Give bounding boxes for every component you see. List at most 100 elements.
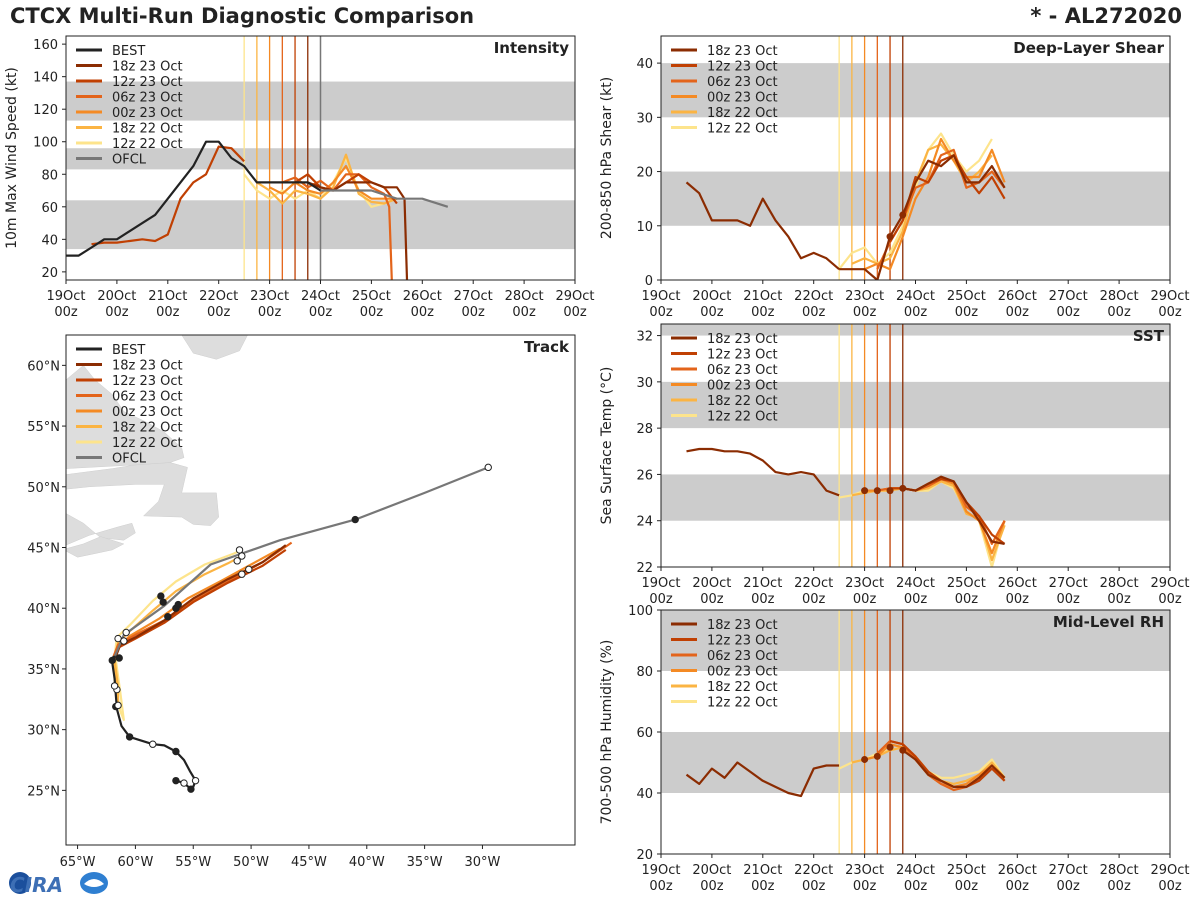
shear-xtick-sublabel: 00z [904, 305, 928, 320]
intensity-series-line [256, 153, 398, 205]
track-legend-label: OFCL [112, 452, 147, 467]
shear-series-line [839, 154, 1006, 280]
shear-legend-label: 00z 23 Oct [707, 91, 778, 106]
shear-xtick-label: 29Oct [1150, 289, 1189, 304]
track-point [159, 598, 167, 606]
sst-xtick-sublabel: 00z [802, 592, 826, 607]
intensity-ytick-label: 160 [33, 38, 58, 53]
track-point [484, 463, 492, 472]
sst-xtick-sublabel: 00z [751, 592, 775, 607]
sst-legend-label: 18z 22 Oct [707, 394, 778, 409]
sst-band [661, 381, 1170, 429]
intensity-ytick-label: 140 [33, 71, 58, 86]
track-land [66, 536, 125, 558]
rh-ytick-label: 20 [636, 848, 653, 863]
intensity-title: Intensity [494, 39, 570, 57]
track-land [181, 335, 248, 360]
sst-point [886, 487, 894, 495]
intensity-xtick-sublabel: 00z [309, 305, 333, 320]
intensity-xtick-label: 23Oct [250, 289, 289, 304]
shear-ytick-label: 20 [636, 166, 653, 181]
track-xtick-label: 45°W [291, 855, 327, 870]
intensity-legend-label: 18z 23 Oct [112, 60, 183, 75]
rh-ytick-label: 80 [636, 665, 653, 680]
track-ytick-label: 45°N [27, 542, 60, 557]
shear-xtick-sublabel: 00z [802, 305, 826, 320]
track-legend-label: 18z 23 Oct [112, 359, 183, 374]
rh-xtick-sublabel: 00z [649, 879, 673, 894]
rh-point [886, 743, 894, 751]
intensity-plot-area [66, 36, 575, 280]
sst-xtick-sublabel: 00z [1158, 592, 1182, 607]
rh-point [873, 752, 881, 760]
logo-text: CIRA [10, 873, 63, 897]
page-title: CTCX Multi-Run Diagnostic Comparison [10, 4, 475, 28]
rh-xtick-label: 19Oct [641, 863, 680, 878]
shear-xtick-sublabel: 00z [1057, 305, 1081, 320]
track-xtick-label: 30°W [465, 855, 501, 870]
track-point [233, 557, 241, 565]
sst-plot-area [661, 324, 1170, 567]
rh-title: Mid-Level RH [1053, 613, 1164, 631]
sst-xtick-label: 22Oct [794, 576, 833, 591]
shear-title: Deep-Layer Shear [1013, 39, 1164, 57]
track-point [245, 565, 253, 574]
intensity-xtick-label: 20Oct [97, 289, 136, 304]
track-point [114, 701, 122, 710]
shear-xtick-sublabel: 00z [1158, 305, 1182, 320]
track-point [238, 570, 246, 578]
rh-xtick-sublabel: 00z [751, 879, 775, 894]
track-point [191, 776, 200, 785]
track-ytick-label: 25°N [27, 784, 60, 799]
rh-xtick-label: 21Oct [743, 863, 782, 878]
shear-xtick-sublabel: 00z [1107, 305, 1131, 320]
sst-xtick-label: 28Oct [1100, 576, 1139, 591]
sst-xtick-sublabel: 00z [853, 592, 877, 607]
shear-point [886, 233, 894, 241]
track-point [238, 552, 246, 560]
sst-ylabel: Sea Surface Temp (°C) [599, 367, 615, 525]
sst-xtick-sublabel: 00z [1107, 592, 1131, 607]
track-xtick-label: 60°W [117, 855, 153, 870]
track-point [351, 515, 359, 524]
intensity-series-line [281, 173, 393, 280]
shear-xtick-label: 21Oct [743, 289, 782, 304]
rh-xtick-label: 22Oct [794, 863, 833, 878]
shear-xtick-label: 28Oct [1100, 289, 1139, 304]
sst-title: SST [1133, 327, 1165, 345]
intensity-xtick-label: 21Oct [148, 289, 187, 304]
rh-xtick-sublabel: 00z [955, 879, 979, 894]
sst-band [661, 324, 1170, 336]
sst-point [873, 487, 881, 495]
shear-plot-area [661, 36, 1170, 280]
shear-xtick-label: 20Oct [692, 289, 731, 304]
rh-point [899, 746, 907, 754]
sst-point [899, 484, 907, 492]
rh-legend-label: 18z 22 Oct [707, 680, 778, 695]
rh-xtick-label: 29Oct [1150, 863, 1189, 878]
shear-ytick-label: 0 [645, 274, 653, 289]
rh-ytick-label: 40 [636, 787, 653, 802]
track-series-line [114, 544, 287, 658]
intensity-ytick-label: 40 [41, 233, 58, 248]
sst-legend-label: 18z 23 Oct [707, 332, 778, 347]
track-point [115, 654, 123, 662]
rh-xtick-label: 23Oct [845, 863, 884, 878]
rh-xtick-sublabel: 00z [700, 879, 724, 894]
track-ytick-label: 35°N [27, 663, 60, 678]
shear-point [899, 211, 907, 219]
shear-series-line [864, 137, 1006, 271]
track-xtick-label: 40°W [349, 855, 385, 870]
intensity-legend-label: 00z 23 Oct [112, 106, 183, 121]
track-point [172, 747, 180, 756]
shear-ytick-label: 30 [636, 111, 653, 126]
intensity-xtick-label: 19Oct [46, 289, 85, 304]
intensity-xtick-sublabel: 00z [54, 305, 78, 320]
sst-series-line [902, 475, 1005, 545]
sst-ytick-label: 26 [636, 468, 653, 483]
shear-xtick-label: 26Oct [998, 289, 1037, 304]
rh-series-line [685, 761, 840, 798]
track-series-line [111, 655, 197, 791]
shear-ytick-label: 40 [636, 57, 653, 72]
